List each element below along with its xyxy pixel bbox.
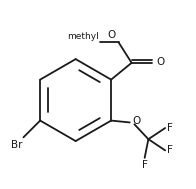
Text: O: O	[108, 29, 116, 40]
Text: Br: Br	[11, 139, 23, 149]
Text: F: F	[167, 145, 173, 155]
Text: F: F	[167, 123, 173, 133]
Text: O: O	[132, 116, 141, 126]
Text: F: F	[142, 160, 148, 170]
Text: methyl: methyl	[67, 33, 99, 41]
Text: O: O	[156, 57, 164, 67]
